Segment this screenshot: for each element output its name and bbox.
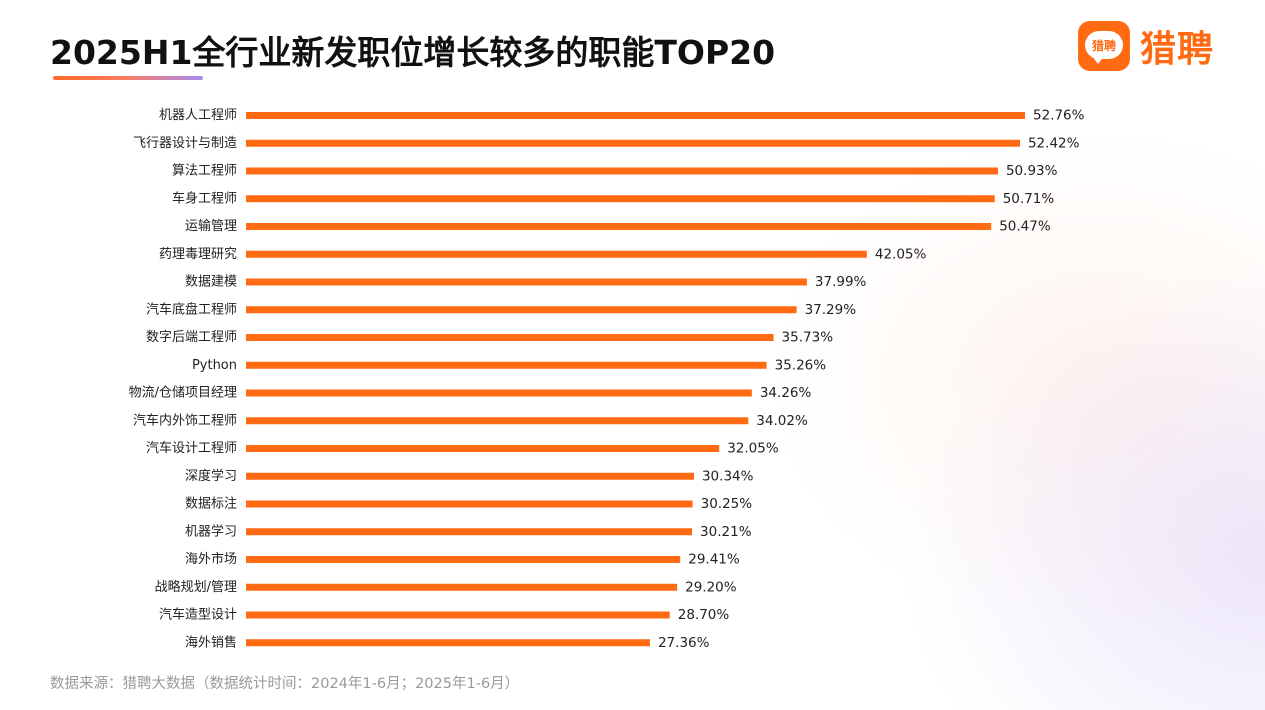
- category-label: 数据标注: [185, 497, 237, 512]
- logo-bubble-tail: [1092, 56, 1104, 64]
- value-label: 37.99%: [815, 274, 867, 290]
- value-label: 37.29%: [805, 302, 857, 318]
- value-label: 35.73%: [782, 330, 834, 346]
- category-label: 深度学习: [185, 468, 237, 484]
- page-title: 2025H1全行业新发职位增长较多的职能TOP20: [50, 33, 776, 72]
- category-label: 汽车内外饰工程师: [133, 412, 237, 428]
- category-label: 汽车造型设计: [159, 607, 237, 623]
- bar: [246, 306, 797, 314]
- category-label: 算法工程师: [172, 164, 237, 179]
- value-label: 50.71%: [1003, 191, 1055, 207]
- bar: [246, 334, 774, 341]
- bar: [246, 223, 992, 230]
- value-label: 29.41%: [688, 552, 740, 568]
- category-label: 汽车底盘工程师: [146, 301, 237, 317]
- brand-name: 猎聘: [1140, 29, 1215, 70]
- value-label: 35.26%: [775, 357, 827, 373]
- value-label: 52.76%: [1033, 108, 1085, 124]
- category-label: 车身工程师: [172, 190, 237, 206]
- category-label: 机器学习: [185, 523, 237, 539]
- bar: [246, 250, 867, 258]
- bar: [246, 639, 650, 647]
- category-label: 海外市场: [185, 551, 237, 567]
- bar: [246, 278, 807, 286]
- category-label: 数字后端工程师: [146, 330, 237, 345]
- liepin-logo-icon: 猎聘: [1078, 21, 1130, 71]
- bar: [246, 167, 998, 175]
- value-label: 27.36%: [658, 635, 710, 651]
- category-label: Python: [192, 358, 237, 373]
- bar: [246, 139, 1020, 147]
- bar: [246, 112, 1025, 119]
- value-label: 34.02%: [756, 413, 808, 429]
- bar: [246, 556, 681, 563]
- value-label: 42.05%: [875, 246, 927, 262]
- value-label: 30.25%: [701, 496, 753, 512]
- category-label: 汽车设计工程师: [146, 440, 237, 456]
- value-label: 32.05%: [727, 441, 779, 457]
- value-label: 28.70%: [678, 607, 730, 623]
- bar: [246, 500, 693, 508]
- bar: [246, 417, 749, 425]
- category-label: 运输管理: [185, 218, 237, 234]
- bar: [246, 528, 693, 536]
- category-label: 飞行器设计与制造: [133, 136, 237, 151]
- value-label: 30.34%: [702, 468, 754, 484]
- value-label: 29.20%: [685, 579, 737, 595]
- bar: [246, 389, 752, 397]
- value-label: 34.26%: [760, 385, 812, 401]
- category-label: 海外销售: [185, 634, 237, 650]
- category-label: 药理毒理研究: [159, 247, 237, 262]
- bar: [246, 361, 767, 369]
- bar: [246, 611, 670, 619]
- title-underline: [53, 76, 203, 80]
- logo-bubble: 猎聘: [1085, 31, 1123, 59]
- bar: [246, 195, 995, 203]
- data-source-note: 数据来源：猎聘大数据（数据统计时间：2024年1-6月；2025年1-6月）: [50, 676, 520, 692]
- brand-logo: 猎聘 猎聘: [1078, 20, 1214, 72]
- category-label: 战略规划/管理: [155, 579, 237, 595]
- category-label: 数据建模: [185, 275, 237, 290]
- value-label: 30.21%: [700, 524, 752, 540]
- value-label: 52.42%: [1028, 135, 1080, 151]
- bar: [246, 445, 720, 452]
- bar: [246, 472, 694, 480]
- value-label: 50.93%: [1006, 163, 1058, 179]
- category-label: 机器人工程师: [159, 108, 237, 123]
- category-label: 物流/仓储项目经理: [129, 386, 237, 401]
- bar: [246, 583, 678, 591]
- value-label: 50.47%: [999, 219, 1051, 235]
